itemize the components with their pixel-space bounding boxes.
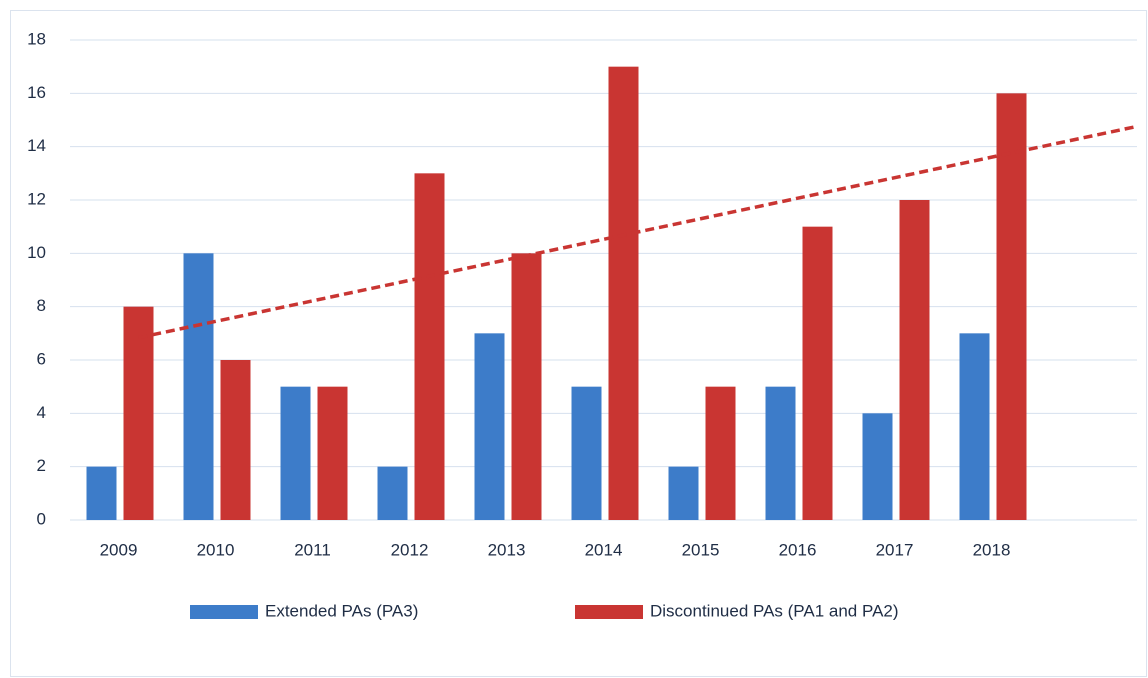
bar — [608, 66, 639, 521]
y-tick-label: 6 — [37, 349, 46, 368]
x-tick-label: 2015 — [682, 540, 720, 559]
bar — [668, 466, 699, 520]
chart-border — [10, 10, 1147, 677]
y-tick-label: 0 — [37, 509, 46, 528]
y-tick-label: 14 — [27, 136, 46, 155]
bar — [280, 386, 311, 520]
bar — [183, 253, 214, 521]
x-tick-label: 2018 — [973, 540, 1011, 559]
bar — [414, 173, 445, 521]
bar — [377, 466, 408, 520]
bar — [959, 333, 990, 520]
bar — [705, 386, 736, 520]
bar — [765, 386, 796, 520]
y-tick-label: 2 — [37, 456, 46, 475]
bar — [220, 360, 251, 520]
legend-swatch — [575, 605, 643, 619]
y-tick-label: 4 — [37, 403, 46, 422]
y-tick-label: 18 — [27, 29, 46, 48]
x-tick-label: 2010 — [197, 540, 235, 559]
bar — [123, 306, 154, 520]
bar — [802, 226, 833, 520]
x-tick-label: 2009 — [100, 540, 138, 559]
bar — [86, 466, 117, 520]
y-tick-label: 12 — [27, 189, 46, 208]
bar — [511, 253, 542, 521]
trend-line — [138, 125, 1136, 340]
legend-swatch — [190, 605, 258, 619]
x-tick-label: 2016 — [779, 540, 817, 559]
legend-label: Extended PAs (PA3) — [265, 601, 418, 620]
bar — [899, 200, 930, 520]
y-tick-label: 10 — [27, 243, 46, 262]
x-tick-label: 2017 — [876, 540, 914, 559]
y-tick-label: 8 — [37, 296, 46, 315]
x-tick-label: 2014 — [585, 540, 623, 559]
y-tick-label: 16 — [27, 83, 46, 102]
bar — [862, 413, 893, 520]
x-tick-label: 2012 — [391, 540, 429, 559]
bar — [317, 386, 348, 520]
x-tick-label: 2013 — [488, 540, 526, 559]
legend-label: Discontinued PAs (PA1 and PA2) — [650, 601, 899, 620]
x-tick-label: 2011 — [294, 540, 331, 559]
bar — [474, 333, 505, 520]
bar — [571, 386, 602, 520]
bar — [996, 93, 1027, 520]
